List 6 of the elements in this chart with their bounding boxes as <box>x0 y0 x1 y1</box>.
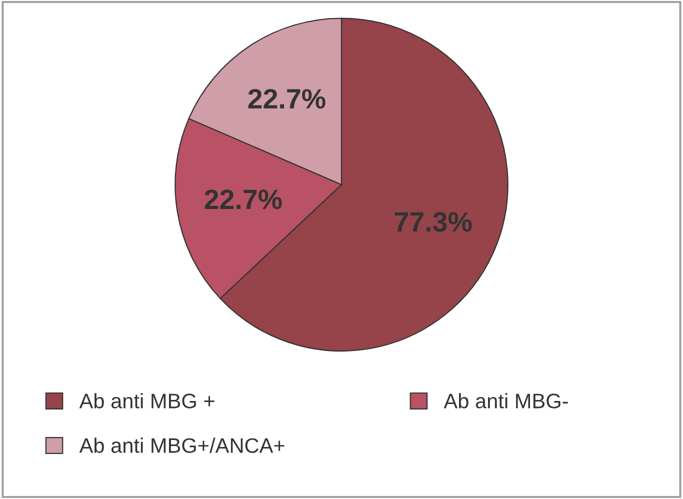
legend-label: Ab anti MBG- <box>444 393 568 408</box>
legend-label: Ab anti MBG+/ANCA+ <box>79 438 284 453</box>
data-label: 22.7% <box>248 89 326 109</box>
data-label: 22.7% <box>204 190 282 210</box>
data-label: 77.3% <box>394 212 472 232</box>
legend-label: Ab anti MBG + <box>79 393 214 408</box>
